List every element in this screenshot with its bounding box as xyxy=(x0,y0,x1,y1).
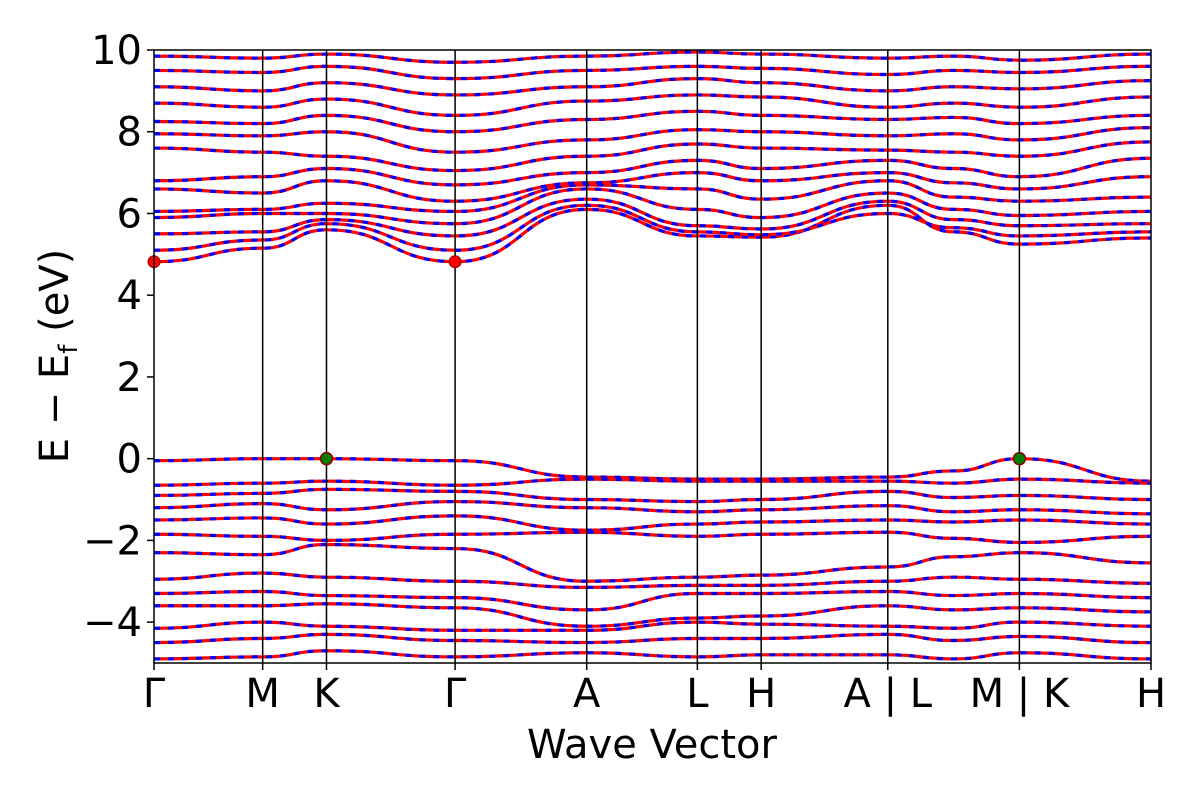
high-symmetry-lines xyxy=(261,50,1021,663)
band-line-blue-0 xyxy=(153,203,1152,264)
band-line-red-26 xyxy=(153,649,1152,661)
x-tick-label-4: A xyxy=(573,671,601,717)
band-line-red-19 xyxy=(153,530,1152,545)
y-axis-ticks: −4 −2 0 2 4 6 8 10 xyxy=(83,28,154,646)
y-tick-label-5: 6 xyxy=(117,191,142,237)
band-line-blue-7 xyxy=(153,140,1152,173)
band-line-blue-15 xyxy=(153,477,1152,487)
band-line-blue-12 xyxy=(153,64,1152,81)
band-line-blue-18 xyxy=(153,514,1152,532)
plot-frame xyxy=(153,49,1152,664)
cbm-marker-1 xyxy=(448,255,462,269)
band-line-blue-10 xyxy=(153,93,1152,117)
band-line-blue-2 xyxy=(153,197,1152,238)
band-line-blue-9 xyxy=(153,109,1152,134)
y-axis-label-main: E − E xyxy=(32,354,78,464)
band-line-blue-23 xyxy=(154,602,1152,628)
band-line-blue-13 xyxy=(153,50,1152,64)
x-tick-label-3: Γ xyxy=(444,671,467,717)
band-line-blue-5 xyxy=(153,170,1152,203)
band-line-blue-26 xyxy=(153,649,1152,661)
y-tick-label-7: 10 xyxy=(91,28,142,74)
y-tick-label-0: −4 xyxy=(83,600,142,646)
x-tick-label-5: L xyxy=(686,671,709,717)
y-tick-label-3: 2 xyxy=(117,355,142,401)
band-line-red-9 xyxy=(153,109,1152,134)
x-tick-label-7: A | L xyxy=(844,671,933,717)
y-axis-label-subscript: f xyxy=(54,344,84,354)
band-line-red-21 xyxy=(153,571,1152,589)
x-tick-label-9: H xyxy=(1136,671,1166,717)
x-tick-label-2: K xyxy=(313,671,341,717)
band-line-blue-4 xyxy=(153,179,1152,214)
band-line-red-13 xyxy=(153,50,1152,64)
band-line-blue-22 xyxy=(153,589,1152,612)
band-line-blue-11 xyxy=(153,77,1152,97)
vbm-marker-0 xyxy=(319,451,334,466)
band-line-blue-19 xyxy=(153,530,1152,545)
band-line-red-11 xyxy=(153,77,1152,97)
y-tick-label-6: 8 xyxy=(117,110,142,156)
band-line-blue-25 xyxy=(153,632,1152,645)
band-line-red-17 xyxy=(153,499,1152,516)
y-axis-label-unit: (eV) xyxy=(32,249,78,345)
band-line-blue-1 xyxy=(153,203,1152,252)
band-line-red-15 xyxy=(153,477,1152,487)
bands-layer xyxy=(153,50,1152,661)
band-line-blue-3 xyxy=(153,187,1152,226)
x-tick-label-8: M | K xyxy=(970,671,1071,717)
band-line-red-25 xyxy=(153,632,1152,645)
band-line-blue-8 xyxy=(153,126,1152,154)
x-tick-label-1: M xyxy=(245,671,280,717)
band-line-red-18 xyxy=(153,514,1152,532)
y-tick-label-1: −2 xyxy=(83,518,142,564)
band-line-red-16 xyxy=(153,487,1152,504)
vbm-marker-1 xyxy=(1012,451,1027,466)
band-line-blue-16 xyxy=(153,487,1152,504)
band-line-red-10 xyxy=(153,93,1152,117)
band-line-red-12 xyxy=(153,64,1152,81)
band-line-blue-24 xyxy=(153,620,1152,632)
band-line-blue-21 xyxy=(153,571,1152,589)
band-line-red-6 xyxy=(153,156,1152,187)
band-line-red-14 xyxy=(153,457,1152,483)
x-tick-label-0: Γ xyxy=(143,671,166,717)
y-axis-label: E − Ef (eV) xyxy=(32,249,84,464)
band-line-blue-20 xyxy=(153,542,1152,583)
x-axis-label: Wave Vector xyxy=(527,722,778,768)
band-line-red-24 xyxy=(153,620,1152,632)
y-tick-label-2: 0 xyxy=(117,437,142,483)
band-line-blue-17 xyxy=(153,499,1152,516)
y-tick-label-4: 4 xyxy=(117,273,142,319)
band-line-red-7 xyxy=(153,140,1152,173)
x-tick-label-6: H xyxy=(746,671,776,717)
